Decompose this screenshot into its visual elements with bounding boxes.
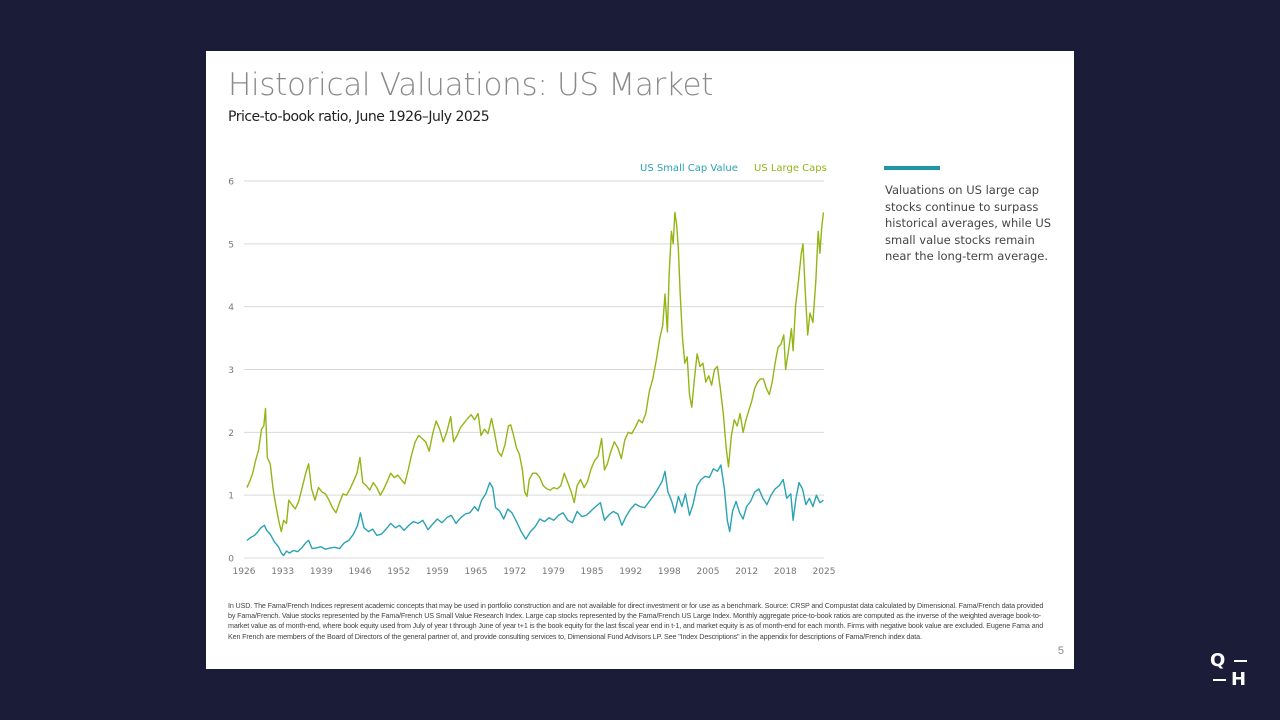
x-tick-label: 1939 bbox=[310, 567, 333, 577]
brand-logo: Q H bbox=[1210, 650, 1250, 690]
accent-bar bbox=[884, 166, 940, 170]
series-lines bbox=[246, 211, 825, 557]
series-line-us-small-cap-value bbox=[246, 464, 824, 557]
slide-subtitle: Price-to-book ratio, June 1926–July 2025 bbox=[228, 109, 490, 125]
x-tick-label: 1972 bbox=[503, 567, 526, 577]
x-tick-label: 1946 bbox=[349, 567, 372, 577]
grid bbox=[244, 180, 824, 559]
logo-letter-h: H bbox=[1231, 669, 1247, 690]
x-tick-label: 1926 bbox=[233, 567, 256, 577]
x-tick-label: 2025 bbox=[813, 567, 836, 577]
x-tick-label: 1933 bbox=[271, 567, 294, 577]
slide: Historical Valuations: US Market Price-t… bbox=[206, 51, 1074, 669]
legend-large-caps: US Large Caps bbox=[754, 163, 827, 174]
price-to-book-chart: 0 1 2 3 4 5 6 1926 1933 1939 1946 1952 1959 1965 1972… bbox=[228, 178, 836, 578]
x-tick-label: 2005 bbox=[697, 567, 720, 577]
y-tick-label: 4 bbox=[228, 303, 234, 313]
x-tick-label: 1959 bbox=[426, 567, 449, 577]
y-tick-label: 5 bbox=[228, 240, 234, 250]
y-tick-label: 6 bbox=[228, 178, 234, 188]
disclosure-footnote: In USD. The Fama/French Indices represen… bbox=[228, 601, 1044, 641]
y-tick-label: 1 bbox=[228, 492, 234, 502]
y-axis-ticks: 0 1 2 3 4 5 6 bbox=[228, 178, 234, 565]
x-axis-ticks: 1926 1933 1939 1946 1952 1959 1965 1972 1979 1985… bbox=[233, 567, 836, 577]
x-tick-label: 1979 bbox=[542, 567, 565, 577]
slide-title: Historical Valuations: US Market bbox=[228, 67, 714, 103]
x-tick-label: 1998 bbox=[658, 567, 681, 577]
x-tick-label: 2018 bbox=[774, 567, 797, 577]
y-tick-label: 0 bbox=[228, 555, 234, 565]
key-takeaway-note: Valuations on US large cap stocks contin… bbox=[885, 183, 1052, 263]
x-tick-label: 1992 bbox=[619, 567, 642, 577]
x-tick-label: 1965 bbox=[465, 567, 488, 577]
series-line-us-large-caps bbox=[246, 211, 825, 533]
logo-letter-q: Q bbox=[1210, 650, 1226, 671]
y-tick-label: 2 bbox=[228, 429, 234, 439]
x-tick-label: 2012 bbox=[735, 567, 758, 577]
page-number: 5 bbox=[1057, 645, 1064, 657]
legend-small-cap-value: US Small Cap Value bbox=[640, 163, 738, 174]
x-tick-label: 1985 bbox=[581, 567, 604, 577]
logo-dash bbox=[1234, 660, 1247, 662]
y-tick-label: 3 bbox=[228, 366, 234, 376]
x-tick-label: 1952 bbox=[387, 567, 410, 577]
logo-dash bbox=[1213, 679, 1226, 681]
